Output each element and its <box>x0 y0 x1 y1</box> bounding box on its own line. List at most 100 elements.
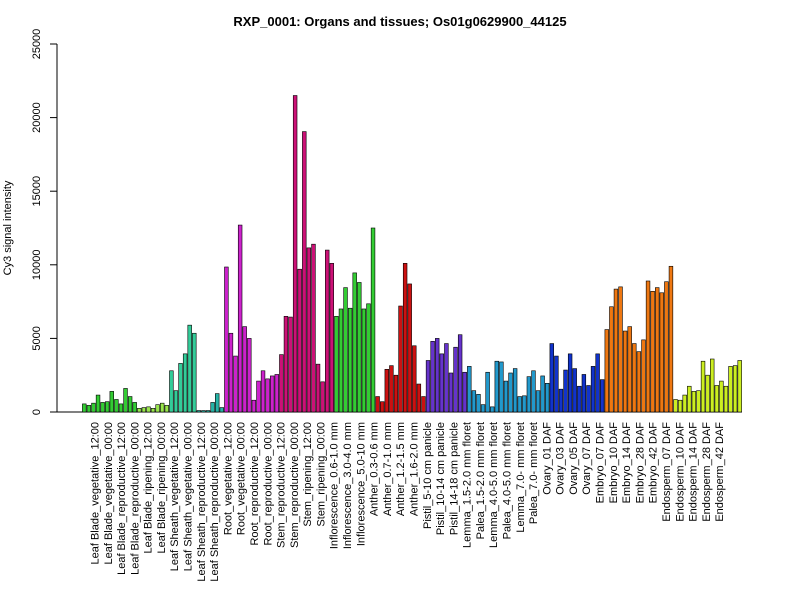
bar <box>728 366 733 413</box>
bar <box>215 393 220 413</box>
bar <box>100 402 105 413</box>
bar <box>485 371 490 413</box>
bar <box>435 338 440 413</box>
bars <box>82 95 742 413</box>
bar <box>425 360 431 413</box>
bar <box>600 379 605 413</box>
x-tick-label: Embryo_28 DAF <box>634 422 646 504</box>
x-tick-label: Pistil_14-18 cm panicle <box>448 422 460 535</box>
bar <box>86 405 92 413</box>
y-tick-label: 20000 <box>31 102 43 133</box>
bar <box>632 343 637 413</box>
bar <box>407 283 412 413</box>
bar <box>283 316 289 413</box>
bar <box>558 388 564 413</box>
bar <box>302 131 307 413</box>
bar <box>233 355 238 413</box>
bar <box>247 338 252 413</box>
bar <box>205 410 211 413</box>
bar <box>677 399 683 413</box>
bar <box>146 406 151 413</box>
bar <box>292 95 298 413</box>
bar <box>288 316 293 413</box>
bar <box>586 385 591 413</box>
bar <box>352 272 357 413</box>
x-tick-label: Leaf Blade_ripening_12:00 <box>143 422 155 554</box>
bar <box>719 380 724 413</box>
bar <box>480 404 486 413</box>
x-tick-label: Root_vegetative_12:00 <box>222 422 234 535</box>
bar <box>655 287 660 413</box>
bar <box>503 380 509 413</box>
x-tick-label: Inflorescence_0.6-1.0 mm <box>329 422 341 549</box>
bar <box>448 372 454 413</box>
bar <box>416 383 422 413</box>
bar <box>476 394 481 413</box>
y-axis-label: Cy3 signal intensity <box>2 180 14 275</box>
bar <box>109 391 114 413</box>
x-tick-label: Embryo_10 DAF <box>608 422 620 504</box>
bar <box>613 288 619 413</box>
x-tick-label: Lemma_4.0-5.0 mm floret <box>488 422 500 548</box>
bar <box>421 396 426 413</box>
bar <box>182 353 188 413</box>
x-tick-label: Leaf Blade_vegetative_12:00 <box>90 422 102 565</box>
x-tick-labels: Leaf Blade_vegetative_12:00 Leaf Blade_ve… <box>90 422 727 582</box>
bar <box>627 326 632 413</box>
bar <box>535 390 541 413</box>
bar <box>664 281 669 413</box>
bar <box>219 407 224 413</box>
x-tick-label: Lemma_1.5-2.0 mm floret <box>462 422 474 548</box>
bar <box>237 224 243 413</box>
bar <box>467 366 472 413</box>
bar <box>384 369 389 413</box>
bar <box>389 365 394 413</box>
x-tick-label: Stem_ripening_00:00 <box>315 422 327 527</box>
bar <box>95 394 101 413</box>
x-tick-label: Ovary_07 DAF <box>581 422 593 495</box>
bar <box>595 353 600 413</box>
bar <box>118 403 124 413</box>
x-tick-label: Stem_reproductive_00:00 <box>289 422 301 548</box>
x-tick-label: Lemma_7.0- mm floret <box>515 422 527 533</box>
bar <box>714 385 719 413</box>
bar <box>412 345 417 413</box>
x-tick-label: Leaf Sheath_vegetative_00:00 <box>183 422 195 571</box>
x-tick-label: Pistil_5-10 cm panicle <box>422 422 434 529</box>
bar <box>512 368 518 413</box>
bar <box>82 403 87 413</box>
bar <box>549 343 554 413</box>
chart-title: RXP_0001: Organs and tissues; Os01g06299… <box>233 14 566 29</box>
bar <box>329 263 334 413</box>
bar <box>737 360 742 413</box>
bar <box>700 360 706 413</box>
bar <box>604 329 609 413</box>
bar <box>380 401 385 413</box>
bar <box>668 265 674 413</box>
y-tick-label: 15000 <box>31 176 43 207</box>
x-tick-label: Leaf Blade_reproductive_12:00 <box>116 422 128 575</box>
bar <box>659 292 664 413</box>
bar <box>361 308 367 413</box>
bar <box>150 408 156 413</box>
bar <box>260 370 266 413</box>
bar <box>572 368 577 413</box>
x-tick-label: Embryo_42 DAF <box>648 422 660 504</box>
bar <box>622 330 628 413</box>
x-tick-label: Endosperm_28 DAF <box>701 422 713 522</box>
bar <box>462 371 467 413</box>
bar <box>641 339 646 413</box>
bar <box>274 374 279 413</box>
bar <box>508 372 513 413</box>
y-tick-label: 5000 <box>31 326 43 350</box>
bar <box>554 355 559 413</box>
x-tick-label: Inflorescence_3.0-4.0 mm <box>342 422 354 549</box>
bar <box>375 396 380 413</box>
x-tick-label: Leaf Sheath_reproductive_00:00 <box>209 422 221 582</box>
bar <box>650 290 655 413</box>
bar <box>127 396 133 413</box>
x-tick-label: Ovary_01 DAF <box>541 422 553 495</box>
bar <box>164 405 169 413</box>
bar <box>311 243 316 413</box>
x-tick-label: Leaf Blade_ripening_00:00 <box>156 422 168 554</box>
